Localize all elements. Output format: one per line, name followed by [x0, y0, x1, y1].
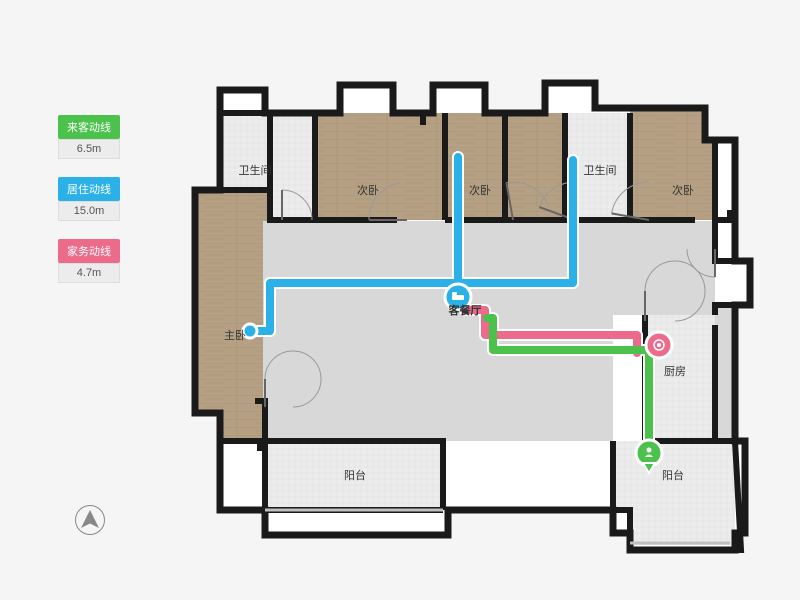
legend-item-guest: 来客动线 6.5m: [58, 115, 120, 159]
floorplan: 卫生间次卧 次卧 卫生间次卧主卧 客餐厅厨房阳台 阳台: [175, 35, 765, 560]
path-icon-housework: [646, 332, 672, 358]
legend-value-resident: 15.0m: [58, 201, 120, 221]
legend-badge-guest: 来客动线: [58, 115, 120, 139]
legend-item-resident: 居住动线 15.0m: [58, 177, 120, 221]
legend-badge-resident: 居住动线: [58, 177, 120, 201]
legend-badge-housework: 家务动线: [58, 239, 120, 263]
label-bathroom-1: 卫生间: [239, 162, 272, 178]
label-bedroom-2c: 次卧: [672, 182, 694, 198]
label-master-bed: 主卧: [224, 327, 246, 343]
label-bedroom-2b: 次卧: [469, 182, 491, 198]
legend-value-housework: 4.7m: [58, 263, 120, 283]
label-bathroom-2: 卫生间: [584, 162, 617, 178]
label-bedroom-2a: 次卧: [357, 182, 379, 198]
legend: 来客动线 6.5m 居住动线 15.0m 家务动线 4.7m: [58, 115, 120, 301]
compass-icon: [75, 505, 105, 535]
room-bedroom-2a: [315, 113, 445, 220]
label-balcony-2: 阳台: [662, 467, 684, 483]
label-hallway: 客餐厅: [449, 302, 482, 318]
label-balcony-1: 阳台: [344, 467, 366, 483]
legend-item-housework: 家务动线 4.7m: [58, 239, 120, 283]
legend-value-guest: 6.5m: [58, 139, 120, 159]
label-kitchen: 厨房: [664, 363, 686, 379]
